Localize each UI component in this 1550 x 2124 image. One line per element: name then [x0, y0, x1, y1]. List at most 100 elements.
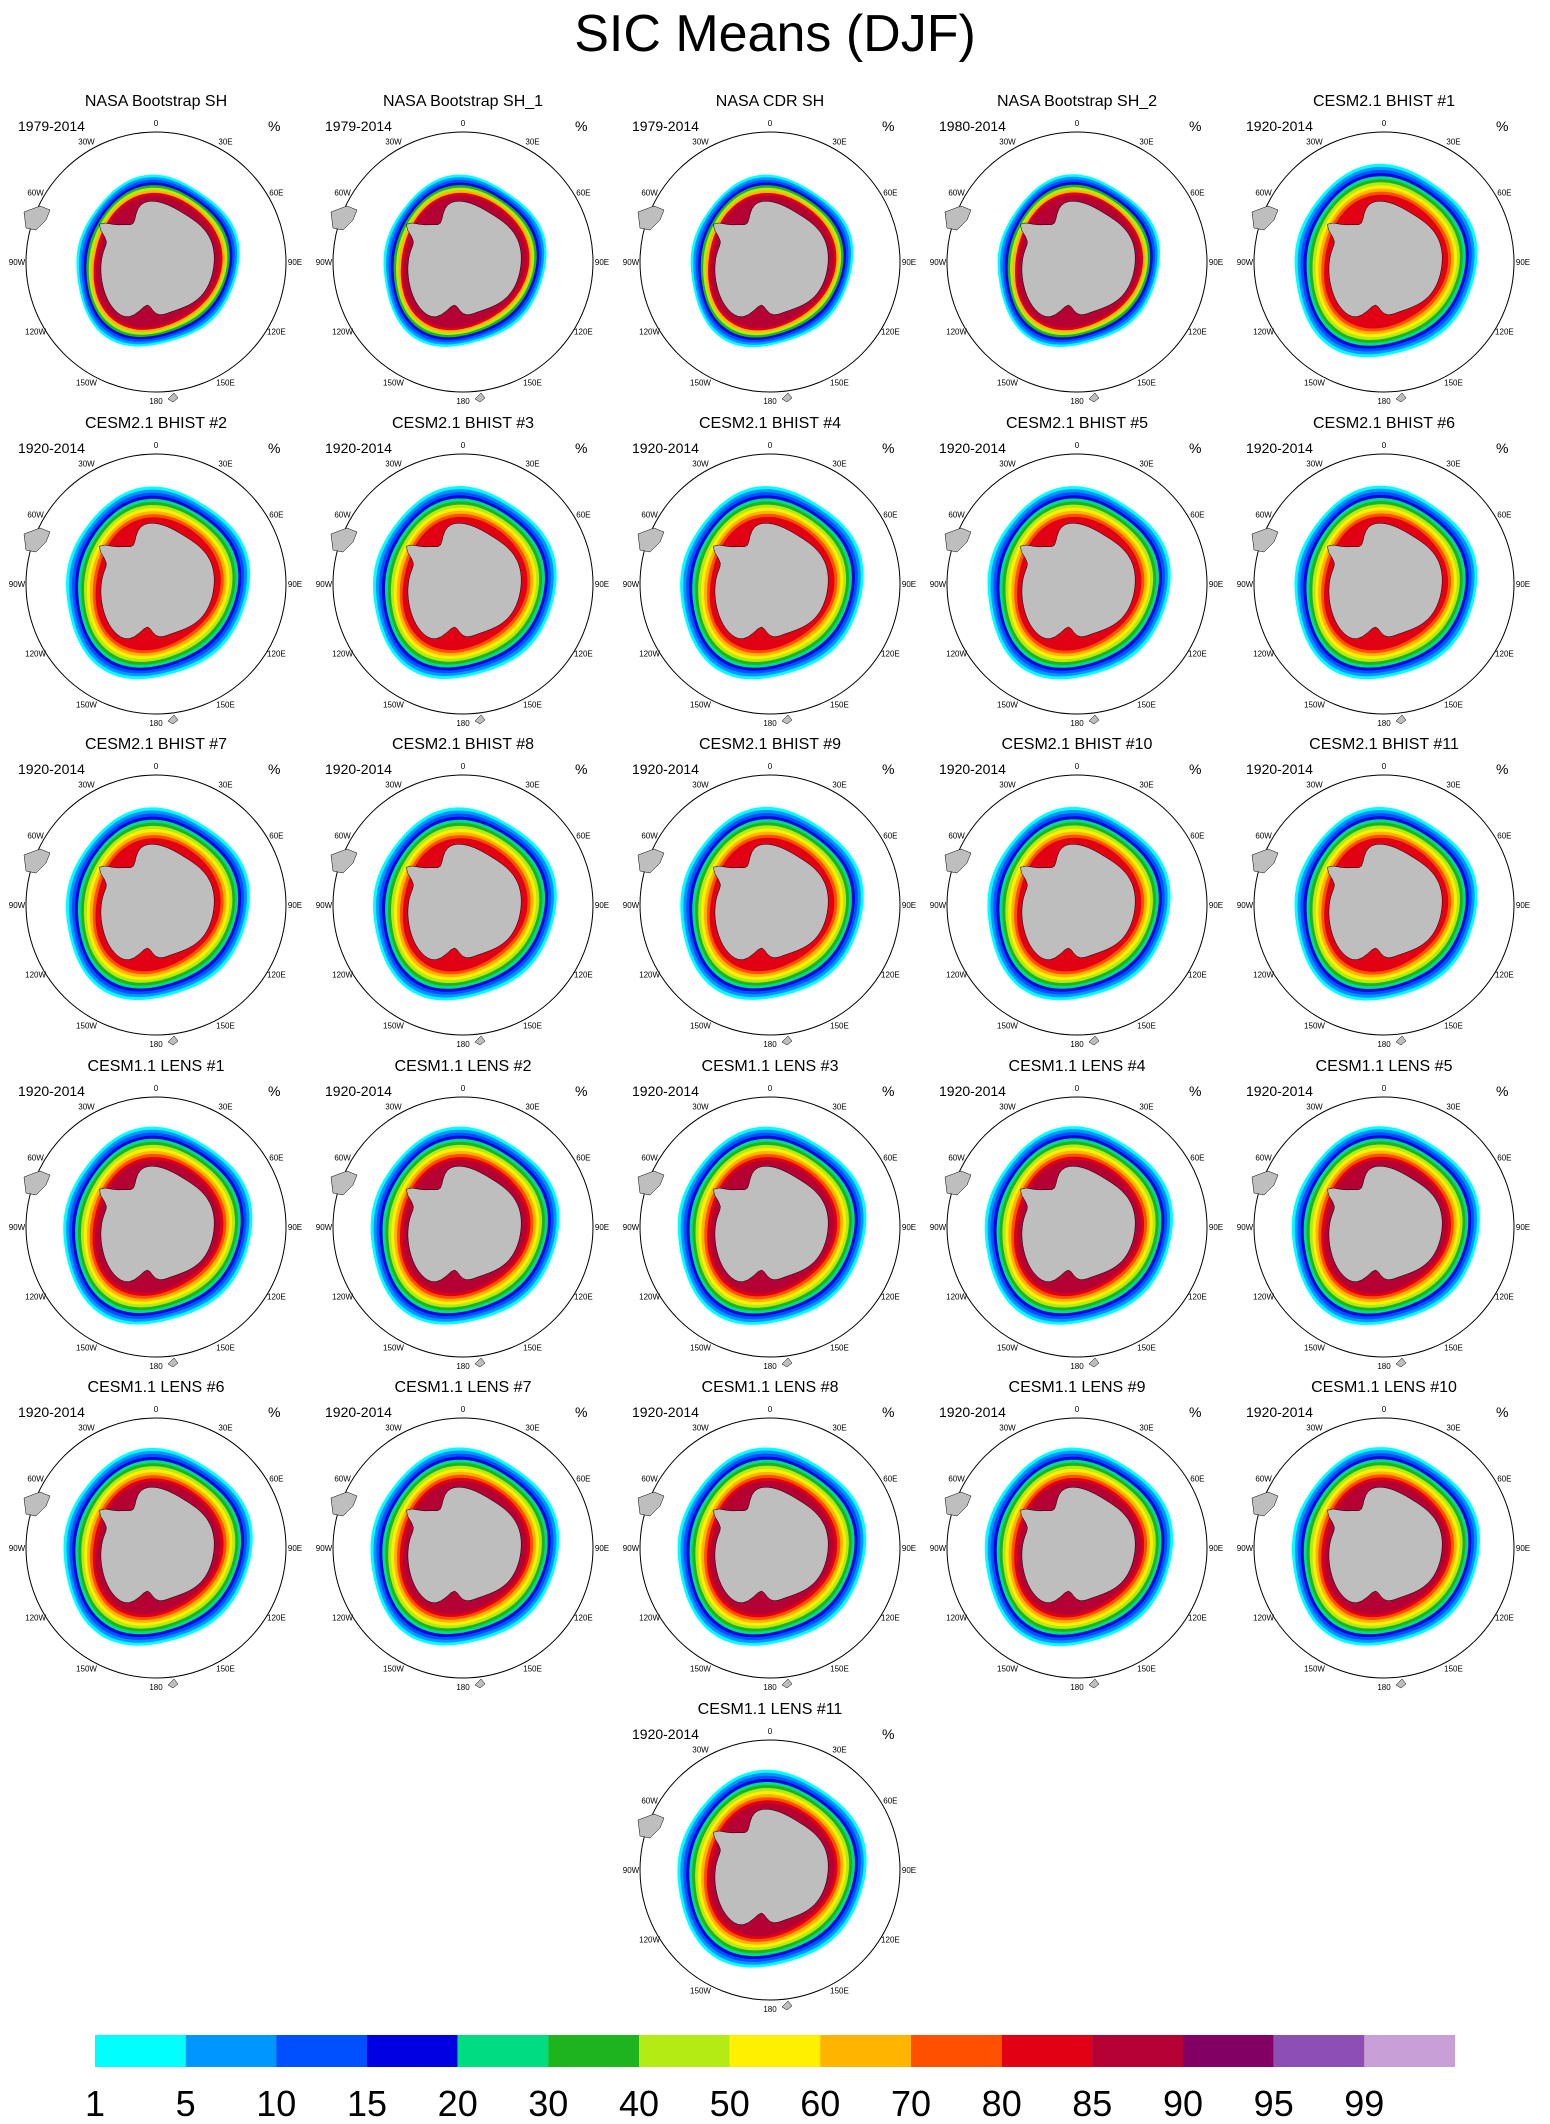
longitude-label: 60E	[576, 189, 590, 198]
longitude-label: 60W	[641, 1797, 658, 1806]
longitude-label: 150E	[1137, 700, 1156, 709]
panel-title: CESM2.1 BHIST #1	[1313, 93, 1455, 110]
longitude-label: 120E	[574, 971, 593, 980]
longitude-label: 30E	[1139, 460, 1153, 469]
map-panel: NASA Bootstrap SH_1 1979-2014% 0 30E 60E 90E 1…	[313, 92, 613, 412]
panel-title: CESM1.1 LENS #8	[701, 1379, 839, 1396]
panel-period: 1979-2014	[325, 118, 392, 134]
longitude-label: 30E	[832, 138, 846, 147]
polar-map: 0 30E 60E 90E 120E 150E 180 150W 120W 90W 60W 30W	[1237, 1084, 1530, 1371]
polar-map: 0 30E 60E 90E 120E 150E 180 150W 120W 90W 60W 30W	[1237, 762, 1530, 1049]
longitude-label: 60E	[883, 1154, 897, 1163]
longitude-label: 30W	[78, 138, 95, 147]
longitude-label: 30W	[1306, 781, 1323, 790]
panel-title: CESM2.1 BHIST #11	[1309, 736, 1459, 753]
panel-title: CESM1.1 LENS #10	[1311, 1379, 1457, 1396]
longitude-label: 0	[768, 1084, 773, 1093]
longitude-label: 60E	[1497, 511, 1511, 520]
antarctica-land	[99, 843, 215, 960]
longitude-label: 120W	[25, 328, 46, 337]
map-panel: CESM2.1 BHIST #5 1920-2014% 0 30E 60E 90E 120E…	[927, 414, 1227, 734]
longitude-label: 90W	[316, 580, 333, 589]
longitude-label: 60E	[1190, 511, 1204, 520]
longitude-label: 150W	[383, 700, 404, 709]
longitude-label: 150W	[383, 378, 404, 387]
polar-map: 0 30E 60E 90E 120E 150E 180 150W 120W 90W 60W 30W	[930, 1084, 1223, 1371]
longitude-label: 180	[763, 397, 777, 406]
longitude-label: 30W	[692, 781, 709, 790]
panel-units: %	[882, 118, 895, 134]
longitude-label: 150W	[76, 378, 97, 387]
new-zealand-land	[1395, 714, 1407, 725]
longitude-label: 0	[768, 762, 773, 771]
longitude-label: 150W	[690, 1664, 711, 1673]
colorbar-label: 50	[710, 2083, 750, 2124]
longitude-label: 120E	[574, 1293, 593, 1302]
longitude-label: 150E	[830, 378, 849, 387]
panel-period: 1920-2014	[939, 1404, 1006, 1420]
longitude-label: 30W	[1306, 1103, 1323, 1112]
polar-map: 0 30E 60E 90E 120E 150E 180 150W 120W 90W 60W 30W	[9, 1084, 302, 1371]
south-america-land	[944, 848, 972, 874]
longitude-label: 150W	[690, 1986, 711, 1995]
colorbar-swatch	[639, 2035, 730, 2067]
panel-title: CESM1.1 LENS #7	[394, 1379, 532, 1396]
colorbar-label: 5	[176, 2083, 196, 2124]
map-panel: NASA Bootstrap SH 1979-2014% 0 30E 60E 90E 120…	[6, 92, 306, 412]
panel-units: %	[575, 761, 588, 777]
longitude-label: 150W	[690, 1343, 711, 1352]
longitude-label: 120W	[639, 1936, 660, 1945]
map-panel: CESM1.1 LENS #6 1920-2014% 0 30E 60E 90E 120E 1…	[6, 1378, 306, 1698]
longitude-label: 90W	[316, 901, 333, 910]
panel-units: %	[1496, 761, 1509, 777]
longitude-label: 180	[456, 1362, 470, 1371]
longitude-label: 90E	[595, 901, 609, 910]
longitude-label: 60W	[334, 1154, 351, 1163]
longitude-label: 150W	[997, 1021, 1018, 1030]
panel-units: %	[882, 440, 895, 456]
longitude-label: 60E	[269, 832, 283, 841]
longitude-label: 30E	[1446, 460, 1460, 469]
panel-title: CESM1.1 LENS #6	[87, 1379, 225, 1396]
longitude-label: 120W	[1253, 1293, 1274, 1302]
map-panel: CESM2.1 BHIST #1 1920-2014% 0 30E 60E 90E 120E…	[1234, 92, 1534, 412]
longitude-label: 0	[1075, 441, 1080, 450]
longitude-label: 150W	[1304, 700, 1325, 709]
longitude-label: 30W	[385, 138, 402, 147]
longitude-label: 150W	[1304, 1021, 1325, 1030]
longitude-label: 90E	[288, 901, 302, 910]
longitude-label: 0	[1382, 441, 1387, 450]
longitude-label: 120W	[1253, 971, 1274, 980]
antarctica-land	[1020, 200, 1136, 317]
colorbar-swatch	[185, 2035, 277, 2067]
new-zealand-land	[781, 714, 793, 725]
colorbar-label: 95	[1254, 2083, 1294, 2124]
longitude-label: 150E	[523, 1021, 542, 1030]
antarctica-land	[406, 522, 522, 639]
panel-title: CESM1.1 LENS #4	[1008, 1058, 1146, 1075]
panel-period: 1920-2014	[325, 1083, 392, 1099]
longitude-label: 90E	[1209, 258, 1223, 267]
panel-units: %	[1496, 118, 1509, 134]
longitude-label: 60E	[1190, 189, 1204, 198]
longitude-label: 180	[149, 1040, 163, 1049]
antarctica-land	[1020, 843, 1136, 960]
polar-map: 0 30E 60E 90E 120E 150E 180 150W 120W 90W 60W 30W	[9, 119, 302, 406]
longitude-label: 60E	[1497, 832, 1511, 841]
panel-title: CESM2.1 BHIST #7	[85, 736, 227, 753]
longitude-label: 30E	[218, 1103, 232, 1112]
south-america-land	[637, 848, 665, 874]
longitude-label: 120E	[1188, 1293, 1207, 1302]
longitude-label: 90W	[1237, 258, 1254, 267]
longitude-label: 90W	[930, 580, 947, 589]
new-zealand-land	[1395, 1357, 1407, 1368]
south-america-land	[1251, 527, 1279, 553]
longitude-label: 30W	[999, 138, 1016, 147]
south-america-land	[23, 527, 51, 553]
longitude-label: 90W	[623, 1866, 640, 1875]
longitude-label: 150W	[690, 1021, 711, 1030]
longitude-label: 120E	[881, 650, 900, 659]
longitude-label: 180	[1070, 1040, 1084, 1049]
longitude-label: 30E	[525, 1424, 539, 1433]
longitude-label: 0	[461, 1405, 466, 1414]
